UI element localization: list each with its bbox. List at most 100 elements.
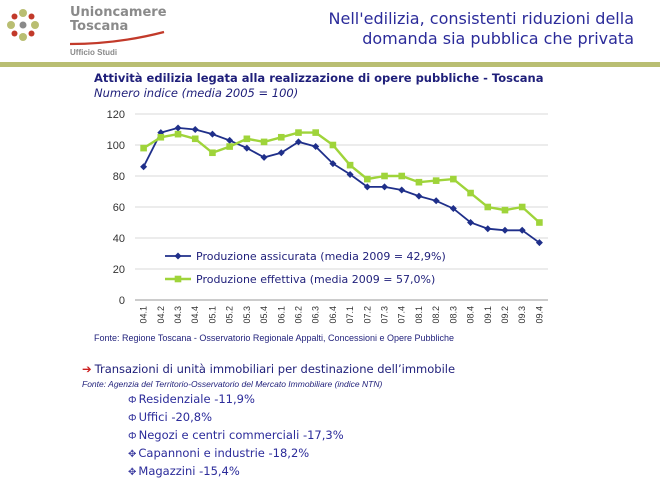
unioncamere-logo-icon bbox=[7, 9, 39, 41]
data-point bbox=[449, 205, 457, 213]
data-point bbox=[140, 144, 147, 152]
logo-office: Ufficio Studi bbox=[70, 48, 118, 57]
data-point bbox=[432, 177, 440, 184]
x-tick-label: 06.3 bbox=[311, 306, 321, 324]
bullet-icon: ✥ bbox=[128, 467, 137, 478]
data-source: Fonte: Agenzia del Territorio-Osservator… bbox=[82, 379, 383, 389]
list-item: ✥ Capannoni e industrie -18,2% bbox=[128, 445, 344, 463]
page-title: Nell'edilizia, consistenti riduzioni del… bbox=[254, 9, 634, 49]
logo-swoosh-icon bbox=[69, 30, 165, 46]
chart-subtitle: Numero indice (media 2005 = 100) bbox=[94, 86, 299, 100]
list-item: Ф Residenziale -11,9% bbox=[128, 391, 344, 409]
data-point bbox=[432, 197, 440, 205]
x-tick-label: 08.4 bbox=[466, 306, 476, 324]
bullet-icon: Ф bbox=[128, 431, 137, 442]
x-tick-label: 04.1 bbox=[139, 306, 149, 324]
data-point bbox=[535, 239, 543, 247]
header-rule bbox=[0, 62, 660, 67]
x-tick-label: 07.2 bbox=[362, 306, 372, 324]
x-tick-label: 08.1 bbox=[414, 306, 424, 324]
x-tick-label: 06.4 bbox=[328, 306, 338, 324]
data-point bbox=[157, 133, 165, 141]
data-point bbox=[277, 149, 285, 157]
x-tick-label: 05.4 bbox=[259, 306, 269, 324]
data-point bbox=[467, 189, 474, 197]
data-point bbox=[329, 160, 337, 168]
data-point bbox=[140, 163, 148, 171]
data-point bbox=[157, 129, 165, 137]
y-tick-label: 20 bbox=[113, 264, 125, 276]
data-point bbox=[294, 138, 302, 146]
y-tick-label: 80 bbox=[113, 171, 125, 183]
data-point bbox=[260, 138, 268, 146]
data-point bbox=[484, 225, 492, 233]
x-tick-label: 05.1 bbox=[207, 306, 217, 324]
data-point bbox=[209, 149, 216, 157]
x-tick-label: 09.3 bbox=[517, 306, 527, 324]
list-item: ✥ Magazzini -15,4% bbox=[128, 463, 344, 481]
x-tick-label: 06.2 bbox=[293, 306, 303, 324]
x-tick-label: 07.3 bbox=[380, 306, 390, 324]
data-point bbox=[295, 129, 302, 136]
data-point bbox=[467, 219, 475, 226]
data-point bbox=[329, 141, 337, 149]
data-point bbox=[518, 203, 526, 211]
arrow-right-icon: ➔ bbox=[82, 362, 92, 376]
header: Unioncamere Toscana Ufficio Studi Nell'e… bbox=[0, 0, 660, 62]
logo-name: Unioncamere Toscana bbox=[70, 6, 167, 34]
x-tick-label: 07.4 bbox=[397, 306, 407, 324]
legend-marker bbox=[174, 275, 182, 283]
data-point bbox=[174, 130, 182, 138]
data-point bbox=[260, 153, 268, 161]
data-point bbox=[536, 219, 543, 226]
data-point bbox=[174, 124, 182, 132]
y-tick-label: 120 bbox=[107, 109, 125, 121]
data-point bbox=[501, 226, 509, 234]
x-tick-label: 09.4 bbox=[534, 306, 544, 324]
data-point bbox=[208, 130, 216, 138]
data-point bbox=[518, 226, 526, 234]
list-item-label: Uffici -20,8% bbox=[138, 410, 213, 424]
data-point bbox=[277, 133, 285, 141]
data-point bbox=[398, 186, 406, 194]
x-tick-label: 06.1 bbox=[276, 306, 286, 324]
bullet-icon: ✥ bbox=[128, 449, 137, 460]
x-tick-label: 04.3 bbox=[173, 306, 183, 324]
list-item-label: Residenziale -11,9% bbox=[138, 392, 255, 406]
data-point bbox=[191, 126, 199, 133]
legend-label: Produzione assicurata (media 2009 = 42,9… bbox=[196, 250, 446, 263]
title-line1: Nell'edilizia, consistenti riduzioni del… bbox=[328, 9, 634, 28]
bullet-icon: Ф bbox=[128, 413, 137, 424]
data-point bbox=[226, 143, 233, 150]
bullet-icon: Ф bbox=[128, 395, 137, 406]
line-chart: 0 20 40 60 80 100 120 04.1 04.2 04.3 04.4 05.1 05.2 0… bbox=[107, 109, 548, 324]
section-heading-text: Transazioni di unità immobiliari per des… bbox=[94, 362, 456, 376]
section-heading: ➔ Transazioni di unità immobiliari per de… bbox=[82, 362, 455, 376]
data-point bbox=[243, 144, 251, 152]
list-item: Ф Uffici -20,8% bbox=[128, 409, 344, 427]
series-line-2 bbox=[142, 131, 541, 224]
title-line2: domanda sia pubblica che privata bbox=[362, 29, 634, 48]
logo-line2: Toscana bbox=[70, 19, 129, 34]
chart-source: Fonte: Regione Toscana - Osservatorio Re… bbox=[94, 333, 455, 343]
data-point bbox=[364, 175, 371, 183]
data-point bbox=[415, 178, 423, 186]
x-tick-label: 07.1 bbox=[345, 306, 355, 324]
data-point bbox=[363, 183, 371, 191]
data-point bbox=[346, 170, 354, 178]
data-point bbox=[415, 192, 423, 200]
y-tick-label: 100 bbox=[107, 140, 125, 152]
x-tick-label: 04.2 bbox=[156, 306, 166, 324]
category-list: Ф Residenziale -11,9% Ф Uffici -20,8% Ф Neg… bbox=[128, 391, 344, 481]
x-tick-label: 08.3 bbox=[448, 306, 458, 324]
x-tick-label: 09.2 bbox=[500, 306, 510, 324]
data-point bbox=[484, 203, 492, 211]
x-tick-label: 04.4 bbox=[190, 306, 200, 324]
data-point bbox=[398, 172, 406, 180]
data-point bbox=[312, 129, 319, 136]
legend-label: Produzione effettiva (media 2009 = 57,0%… bbox=[196, 273, 435, 286]
list-item: Ф Negozi e centri commerciali -17,3% bbox=[128, 427, 344, 445]
logo-line1: Unioncamere bbox=[70, 5, 167, 20]
chart-title: Attività edilizia legata alla realizzazi… bbox=[94, 71, 544, 85]
x-tick-label: 08.2 bbox=[431, 306, 441, 324]
